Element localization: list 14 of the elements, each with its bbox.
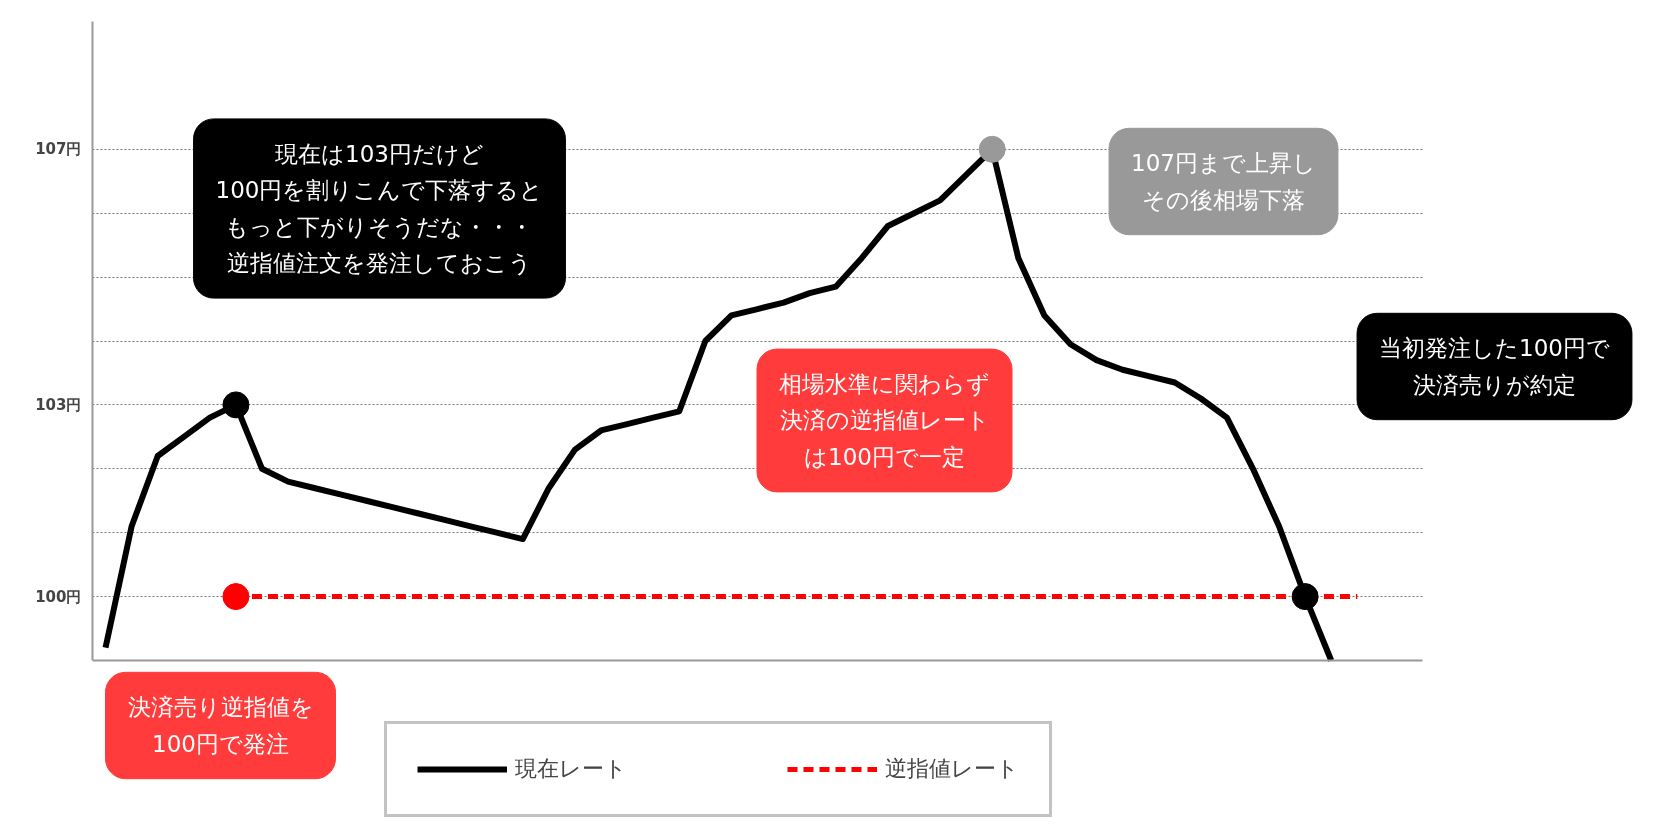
- text: 決済売り逆指値を100円で発注: [127, 694, 314, 757]
- point: [1291, 583, 1319, 611]
- point: [222, 391, 250, 419]
- annotation: 当初発注した100円で決済売りが約定: [1379, 335, 1610, 398]
- y-tick-label: 100円: [35, 587, 82, 606]
- annotation: 相場水準に関わらず決済の逆指値レートは100円で一定: [779, 371, 990, 470]
- y-tick-label: 103円: [35, 395, 82, 414]
- legend-label: 逆指値レート: [885, 755, 1019, 783]
- legend-label: 現在レート: [515, 755, 627, 783]
- annotation: 現在は103円だけど100円を割りこんで下落するともっと下がりそうだな・・・逆指値注文を発注しておこう: [215, 140, 544, 277]
- annotation: 107円まで上昇しその後相場下落: [1131, 150, 1316, 213]
- point: [222, 583, 250, 611]
- y-tick-label: 107円: [35, 140, 82, 159]
- point: [978, 135, 1006, 163]
